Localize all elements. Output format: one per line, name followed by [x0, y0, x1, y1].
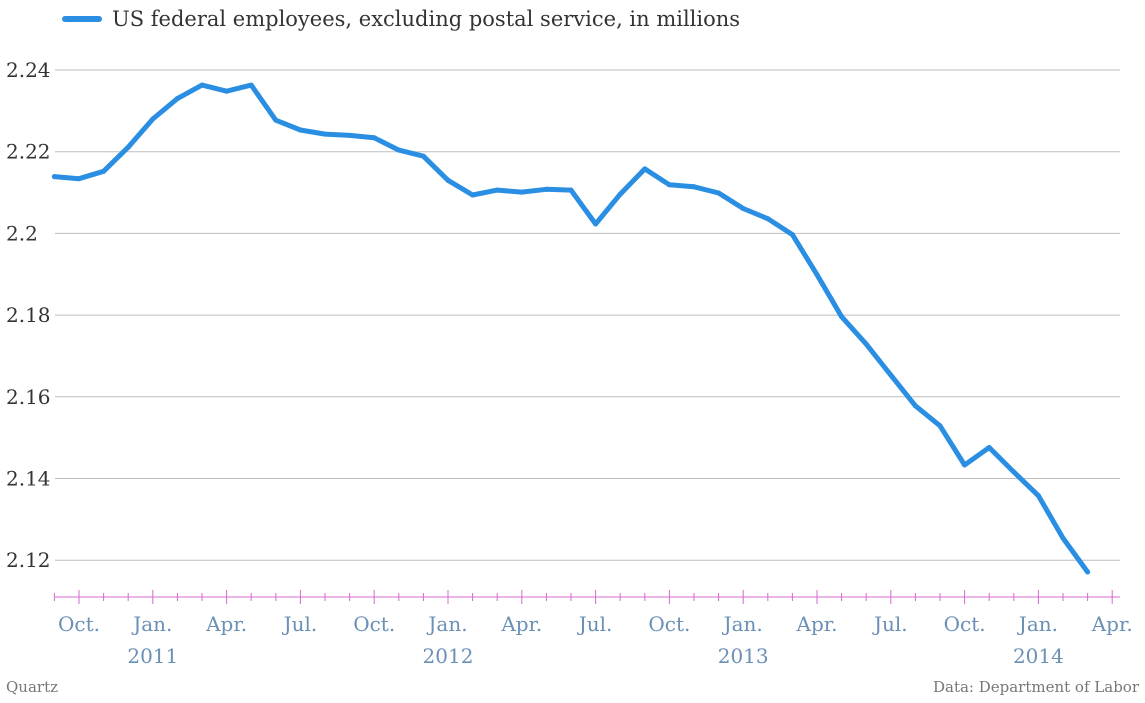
- data-point: [1060, 535, 1066, 541]
- data-point: [174, 96, 180, 102]
- data-point: [691, 184, 697, 190]
- x-tick-label: Jul.: [282, 612, 318, 636]
- x-tick-label: Oct.: [944, 612, 986, 636]
- data-point: [1011, 469, 1017, 475]
- gridlines: [55, 69, 1120, 561]
- data-point: [617, 191, 623, 197]
- x-tick-label: Jan.: [1017, 612, 1058, 636]
- data-point: [740, 206, 746, 211]
- data-point: [125, 144, 131, 150]
- x-year-label: 2013: [718, 644, 769, 668]
- data-point: [888, 372, 894, 378]
- x-tick-label: Oct.: [353, 612, 395, 636]
- x-tick-label: Jan.: [722, 612, 763, 636]
- y-tick-label: 2.14: [6, 467, 51, 491]
- data-point: [494, 187, 500, 193]
- legend-swatch: [62, 16, 102, 22]
- series-lines: [51, 82, 1091, 575]
- data-point: [937, 423, 943, 429]
- x-tick-label: Oct.: [58, 612, 100, 636]
- data-point: [420, 153, 426, 159]
- x-year-label: 2014: [1013, 644, 1064, 668]
- y-tick-label: 2.2: [6, 221, 38, 245]
- x-tick-label: Apr.: [1091, 612, 1133, 636]
- data-point: [789, 232, 795, 238]
- data-source-credit: Data: Department of Labor: [932, 678, 1139, 696]
- x-tick-label: Apr.: [500, 612, 542, 636]
- data-point: [1035, 493, 1041, 499]
- data-point: [248, 82, 254, 88]
- data-point: [470, 192, 476, 198]
- data-point: [814, 272, 820, 278]
- x-tick-label: Apr.: [205, 612, 247, 636]
- data-point: [839, 314, 845, 320]
- data-point: [642, 166, 648, 172]
- y-tick-label: 2.22: [6, 140, 51, 164]
- y-tick-label: 2.16: [6, 385, 51, 409]
- data-point: [347, 132, 353, 138]
- data-point: [863, 341, 869, 347]
- data-point: [716, 190, 722, 196]
- data-point: [273, 117, 279, 123]
- y-axis-tick-labels: 2.12 2.14 2.16 2.18 2.2 2.22 2.24: [6, 58, 51, 572]
- y-tick-label: 2.18: [6, 303, 51, 327]
- data-point: [224, 88, 230, 94]
- data-point: [445, 177, 451, 183]
- legend-label: US federal employees, excluding postal s…: [112, 7, 741, 31]
- x-tick-label: Oct.: [648, 612, 690, 636]
- x-tick-label: Jan.: [131, 612, 172, 636]
- x-axis: Oct. Jan. 2011 Apr. Jul. Oct. Jan. 2012 Apr. Jul.…: [53, 590, 1133, 668]
- data-point: [51, 174, 57, 180]
- data-point: [593, 221, 599, 227]
- data-point: [568, 187, 574, 193]
- x-tick-label: Apr.: [796, 612, 838, 636]
- data-point: [962, 462, 968, 468]
- y-tick-label: 2.24: [6, 58, 51, 82]
- data-point: [666, 182, 672, 188]
- data-point: [150, 116, 156, 122]
- data-point: [76, 176, 82, 182]
- x-year-label: 2012: [423, 644, 474, 668]
- data-point: [297, 127, 303, 133]
- data-point: [519, 189, 525, 195]
- publisher-credit: Quartz: [6, 678, 59, 696]
- data-point: [322, 131, 328, 137]
- data-point: [199, 82, 205, 88]
- x-tick-label: Jan.: [426, 612, 467, 636]
- data-point: [1085, 569, 1091, 575]
- x-tick-label: Jul.: [577, 612, 613, 636]
- legend: US federal employees, excluding postal s…: [62, 4, 740, 34]
- series-line: [51, 82, 1091, 575]
- data-point: [986, 445, 992, 450]
- x-tick-label: Jul.: [872, 612, 908, 636]
- y-tick-label: 2.12: [6, 548, 51, 572]
- data-point: [543, 186, 549, 192]
- data-point: [912, 403, 918, 409]
- data-point: [371, 135, 377, 141]
- data-point: [765, 216, 771, 222]
- x-year-label: 2011: [127, 644, 178, 668]
- data-point: [101, 168, 107, 174]
- data-point: [396, 147, 402, 153]
